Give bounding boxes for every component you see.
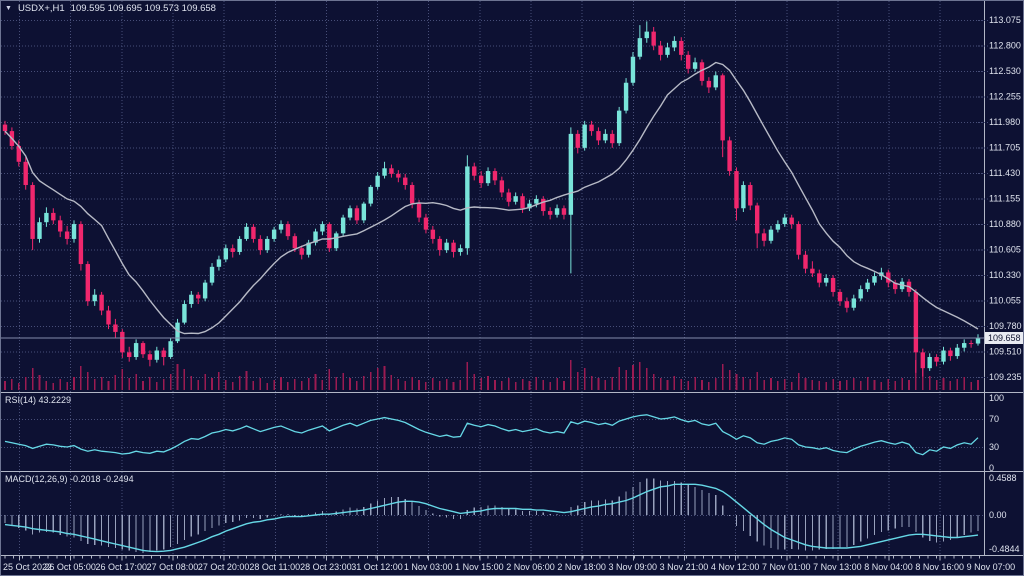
symbol-timeframe: USDX+,H1 xyxy=(17,3,65,14)
svg-text:111.705: 111.705 xyxy=(989,143,1020,153)
close-value: 109.658 xyxy=(181,3,216,14)
svg-text:4 Nov 12:00: 4 Nov 12:00 xyxy=(711,562,760,572)
svg-text:70: 70 xyxy=(989,414,999,424)
svg-text:9 Nov 07:00: 9 Nov 07:00 xyxy=(967,562,1016,572)
volume-layer xyxy=(4,360,979,390)
rsi-line xyxy=(4,414,979,456)
rsi-indicator-label: RSI(14) 43.2229 xyxy=(5,395,72,405)
svg-text:112.530: 112.530 xyxy=(989,66,1021,76)
svg-text:2 Nov 18:00: 2 Nov 18:00 xyxy=(557,562,606,572)
moving-average-line xyxy=(4,61,979,335)
current-price-badge: 109.658 xyxy=(985,332,1023,344)
svg-text:7 Nov 13:00: 7 Nov 13:00 xyxy=(813,562,862,572)
svg-text:3 Nov 21:00: 3 Nov 21:00 xyxy=(660,562,709,572)
svg-text:28 Oct 11:00: 28 Oct 11:00 xyxy=(249,562,300,572)
svg-text:112.800: 112.800 xyxy=(989,41,1021,51)
svg-text:111.980: 111.980 xyxy=(989,117,1020,127)
svg-text:3 Nov 09:00: 3 Nov 09:00 xyxy=(609,562,658,572)
high-value: 109.695 xyxy=(107,3,142,14)
macd-indicator-label: MACD(12,26,9) -0.2018 -0.2494 xyxy=(5,474,134,484)
svg-text:110.880: 110.880 xyxy=(989,219,1021,229)
macd-layer xyxy=(4,478,979,553)
svg-text:28 Oct 23:00: 28 Oct 23:00 xyxy=(300,562,352,572)
svg-text:7 Nov 01:00: 7 Nov 01:00 xyxy=(762,562,811,572)
svg-text:30: 30 xyxy=(989,442,999,452)
pane-separators xyxy=(1,1,1023,556)
svg-text:109.235: 109.235 xyxy=(989,372,1022,382)
svg-text:27 Oct 08:00: 27 Oct 08:00 xyxy=(147,562,199,572)
svg-text:2 Nov 06:00: 2 Nov 06:00 xyxy=(506,562,555,572)
price-axis[interactable]: 113.075 112.800 112.530 112.255 111.980 111.7… xyxy=(978,15,1022,554)
open-value: 109.595 xyxy=(70,3,106,14)
svg-text:-0.4844: -0.4844 xyxy=(989,544,1020,554)
svg-text:8 Nov 16:00: 8 Nov 16:00 xyxy=(915,562,964,572)
svg-text:111.430: 111.430 xyxy=(989,168,1020,178)
svg-text:112.255: 112.255 xyxy=(989,92,1021,102)
svg-text:110.605: 110.605 xyxy=(989,245,1021,255)
svg-text:26 Oct 17:00: 26 Oct 17:00 xyxy=(96,562,148,572)
svg-text:31 Oct 12:00: 31 Oct 12:00 xyxy=(351,562,403,572)
grid-layer xyxy=(1,1,984,556)
svg-text:27 Oct 20:00: 27 Oct 20:00 xyxy=(198,562,250,572)
low-value: 109.573 xyxy=(144,3,179,14)
svg-text:110.055: 110.055 xyxy=(989,296,1021,306)
svg-text:25 Oct 2022: 25 Oct 2022 xyxy=(3,562,52,572)
ohlc-values: 109.595 109.695 109.573 109.658 xyxy=(71,3,216,15)
svg-text:109.780: 109.780 xyxy=(989,321,1022,331)
svg-text:8 Nov 04:00: 8 Nov 04:00 xyxy=(864,562,913,572)
svg-text:0.00: 0.00 xyxy=(989,510,1007,520)
svg-text:0.4588: 0.4588 xyxy=(989,473,1017,483)
svg-text:26 Oct 05:00: 26 Oct 05:00 xyxy=(44,562,96,572)
candles-layer xyxy=(2,21,981,377)
svg-text:1 Nov 15:00: 1 Nov 15:00 xyxy=(455,562,504,572)
svg-text:100: 100 xyxy=(989,393,1004,403)
collapse-icon[interactable]: ▼ xyxy=(5,5,12,12)
svg-text:1 Nov 03:00: 1 Nov 03:00 xyxy=(404,562,453,572)
svg-text:113.075: 113.075 xyxy=(989,15,1021,25)
svg-text:110.330: 110.330 xyxy=(989,270,1021,280)
svg-text:109.510: 109.510 xyxy=(989,347,1022,357)
chart-title: ▼ USDX+,H1 109.595 109.695 109.573 109.6… xyxy=(5,3,216,15)
svg-text:0: 0 xyxy=(989,463,994,473)
svg-text:111.155: 111.155 xyxy=(989,194,1020,204)
